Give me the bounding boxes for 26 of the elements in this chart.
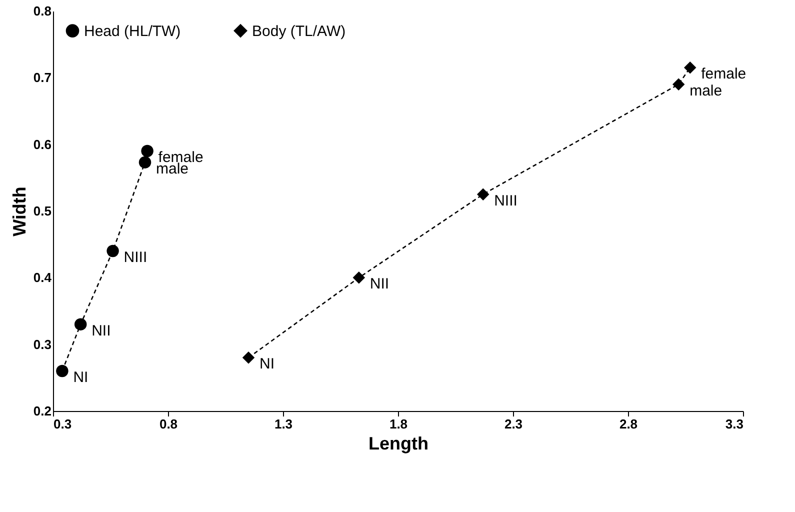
y-tick-label: 0.7 <box>33 70 52 86</box>
annotation: NI <box>73 369 88 386</box>
legend-label: Head (HL/TW) <box>84 22 181 40</box>
x-tick-label: 0.3 <box>54 416 72 432</box>
x-axis-title: Length <box>368 434 428 454</box>
x-tick-label: 2.3 <box>504 416 523 432</box>
y-tick-label: 0.3 <box>33 336 52 352</box>
y-tick-label: 0.2 <box>33 404 52 418</box>
y-axis-title: Width <box>9 186 30 236</box>
y-tick-label: 0.6 <box>33 136 52 152</box>
annotation: NIII <box>124 249 148 266</box>
annotation: female <box>701 66 746 83</box>
annotation: NIII <box>494 192 518 210</box>
x-tick-label: 0.8 <box>159 416 178 432</box>
x-tick-label: 3.3 <box>725 416 744 432</box>
x-tick-label: 1.8 <box>389 416 408 432</box>
x-tick-label: 2.8 <box>619 416 638 432</box>
y-tick-label: 0.5 <box>33 204 52 218</box>
annotation: NI <box>260 356 274 373</box>
legend-label: Body (TL/AW) <box>252 22 346 40</box>
annotation: NII <box>370 276 390 293</box>
annotation: NII <box>92 322 111 340</box>
y-tick-label: 0.8 <box>33 4 52 18</box>
x-tick-label: 1.3 <box>274 416 293 432</box>
annotation: male <box>690 82 722 100</box>
y-tick-label: 0.4 <box>33 270 52 286</box>
